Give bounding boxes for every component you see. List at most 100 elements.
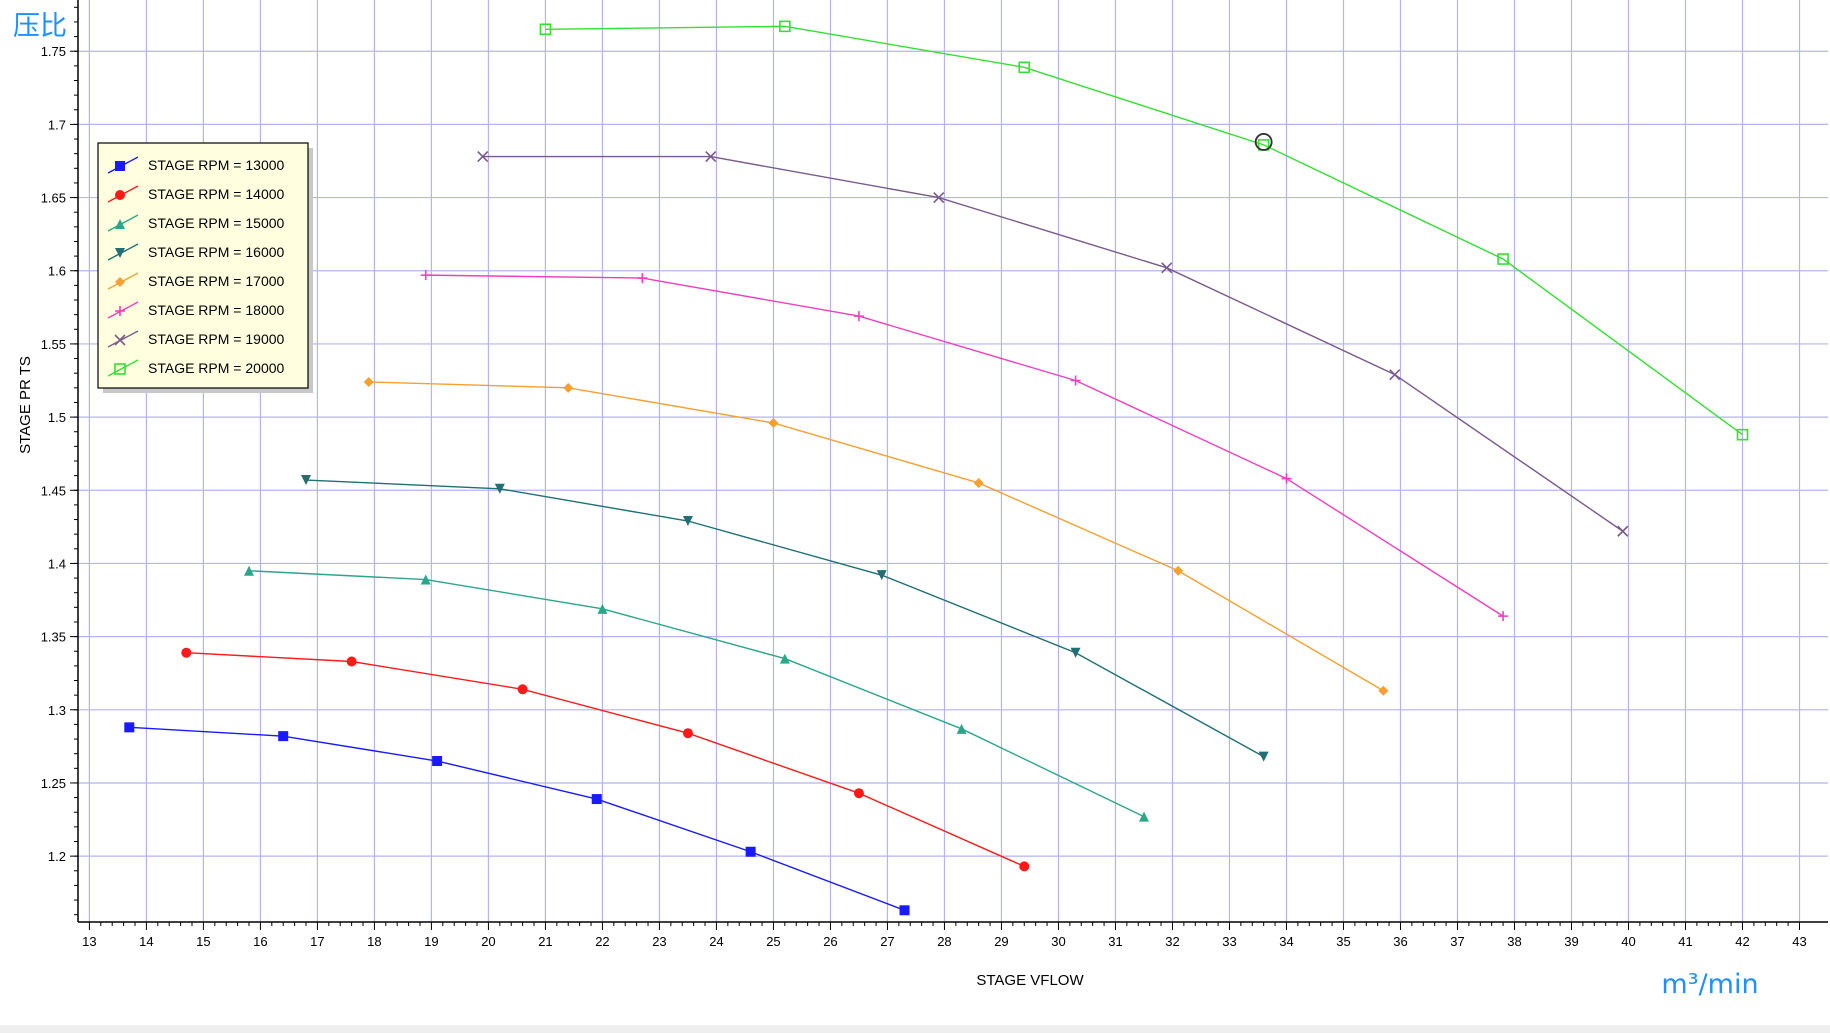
y-tick-label: 1.45 bbox=[41, 483, 66, 498]
data-point-marker bbox=[420, 270, 431, 281]
data-point-marker bbox=[637, 273, 648, 284]
highlight-circle bbox=[1254, 133, 1273, 151]
data-point-marker bbox=[597, 603, 608, 614]
series-line bbox=[425, 274, 1504, 617]
legend-entry: STAGE RPM = 20000 bbox=[107, 359, 285, 377]
x-tick-label: 31 bbox=[1108, 934, 1122, 949]
legend-marker bbox=[114, 363, 126, 375]
data-point-marker bbox=[1281, 473, 1292, 484]
legend-entry: STAGE RPM = 18000 bbox=[107, 301, 285, 319]
series-rpm-6 bbox=[420, 270, 1509, 622]
bottom-strip bbox=[0, 1025, 1830, 1033]
legend-marker bbox=[114, 334, 126, 346]
legend-entry: STAGE RPM = 13000 bbox=[107, 156, 285, 174]
series-line bbox=[482, 155, 1624, 532]
y-tick-label: 1.6 bbox=[48, 264, 66, 279]
x-tick-label: 33 bbox=[1222, 934, 1236, 949]
x-tick-label: 15 bbox=[196, 934, 210, 949]
data-point-marker bbox=[346, 656, 357, 667]
x-tick-label: 30 bbox=[1051, 934, 1065, 949]
legend-line bbox=[107, 214, 139, 232]
series-line bbox=[545, 25, 1743, 436]
y-tick-label: 1.25 bbox=[41, 776, 66, 791]
data-point-marker bbox=[1389, 369, 1401, 381]
data-point-marker bbox=[420, 574, 431, 585]
x-tick-label: 13 bbox=[82, 934, 96, 949]
x-axis-title: STAGE VFLOW bbox=[976, 972, 1084, 989]
series-rpm-7 bbox=[477, 151, 1629, 537]
series-layer bbox=[124, 20, 1749, 916]
data-point-marker bbox=[768, 417, 779, 428]
data-point-marker bbox=[779, 653, 790, 664]
legend-marker bbox=[115, 277, 125, 287]
x-tick-label: 22 bbox=[595, 934, 609, 949]
data-point-marker bbox=[1070, 647, 1081, 658]
legend-entry: STAGE RPM = 14000 bbox=[107, 185, 285, 203]
legend-line bbox=[107, 301, 139, 319]
data-point-marker bbox=[956, 723, 967, 734]
x-tick-label: 24 bbox=[709, 934, 723, 949]
x-tick-label: 27 bbox=[880, 934, 894, 949]
x-tick-label: 35 bbox=[1336, 934, 1350, 949]
y-tick-label: 1.75 bbox=[41, 44, 66, 59]
data-point-marker bbox=[933, 192, 945, 204]
data-point-marker bbox=[779, 20, 791, 33]
x-tick-label: 39 bbox=[1564, 934, 1578, 949]
data-point-marker bbox=[278, 731, 289, 742]
data-point-marker bbox=[1378, 685, 1389, 696]
legend-marker bbox=[115, 161, 125, 171]
series-line bbox=[368, 381, 1384, 692]
data-point-marker bbox=[1736, 428, 1749, 441]
x-tick-label: 16 bbox=[253, 934, 267, 949]
y-tick-label: 1.4 bbox=[48, 556, 66, 571]
legend-line bbox=[107, 330, 139, 348]
y-tick-label: 1.2 bbox=[48, 849, 66, 864]
y-tick-label: 1.35 bbox=[41, 630, 66, 645]
data-point-marker bbox=[682, 728, 693, 739]
series-line bbox=[129, 726, 905, 911]
y-tick-label: 1.3 bbox=[48, 703, 66, 718]
data-point-marker bbox=[244, 565, 255, 576]
data-point-marker bbox=[682, 516, 693, 527]
legend-label: STAGE RPM = 14000 bbox=[148, 186, 285, 202]
x-tick-label: 29 bbox=[994, 934, 1008, 949]
x-tick-label: 17 bbox=[310, 934, 324, 949]
legend-label: STAGE RPM = 15000 bbox=[148, 215, 285, 231]
data-point-marker bbox=[432, 756, 443, 767]
data-point-marker bbox=[705, 151, 717, 163]
legend-label: STAGE RPM = 16000 bbox=[148, 244, 285, 260]
series-rpm-3 bbox=[244, 565, 1149, 822]
x-tick-label: 18 bbox=[367, 934, 381, 949]
x-tick-label: 20 bbox=[481, 934, 495, 949]
data-point-marker bbox=[563, 382, 574, 393]
data-point-marker bbox=[876, 570, 887, 581]
x-tick-label: 28 bbox=[937, 934, 951, 949]
x-tick-label: 43 bbox=[1792, 934, 1806, 949]
legend-label: STAGE RPM = 13000 bbox=[148, 157, 285, 173]
axes: 13 14 15 16 17 18 19 20 21 22 23 24 25 26 27 28 29 30 31 32… bbox=[41, 0, 1828, 949]
x-tick-label: 38 bbox=[1507, 934, 1521, 949]
legend-marker bbox=[115, 248, 125, 258]
y-tick-label: 1.5 bbox=[48, 410, 66, 425]
x-tick-label: 34 bbox=[1279, 934, 1293, 949]
legend-marker bbox=[115, 190, 125, 200]
data-point-marker bbox=[181, 647, 192, 658]
x-tick-label: 40 bbox=[1621, 934, 1635, 949]
legend-marker bbox=[115, 219, 125, 229]
legend-marker bbox=[115, 306, 125, 316]
y-tick-label: 1.55 bbox=[41, 337, 66, 352]
x-tick-label: 37 bbox=[1450, 934, 1464, 949]
series-rpm-2 bbox=[181, 647, 1030, 872]
data-point-marker bbox=[1138, 811, 1149, 822]
legend-label: STAGE RPM = 20000 bbox=[148, 360, 285, 376]
data-point-marker bbox=[539, 23, 552, 36]
data-point-marker bbox=[853, 311, 864, 322]
x-tick-label: 42 bbox=[1735, 934, 1749, 949]
legend-label: STAGE RPM = 17000 bbox=[148, 273, 285, 289]
x-tick-label: 14 bbox=[139, 934, 153, 949]
data-point-marker bbox=[973, 477, 984, 488]
legend-entry: STAGE RPM = 19000 bbox=[107, 330, 285, 348]
data-point-marker bbox=[1019, 861, 1030, 872]
